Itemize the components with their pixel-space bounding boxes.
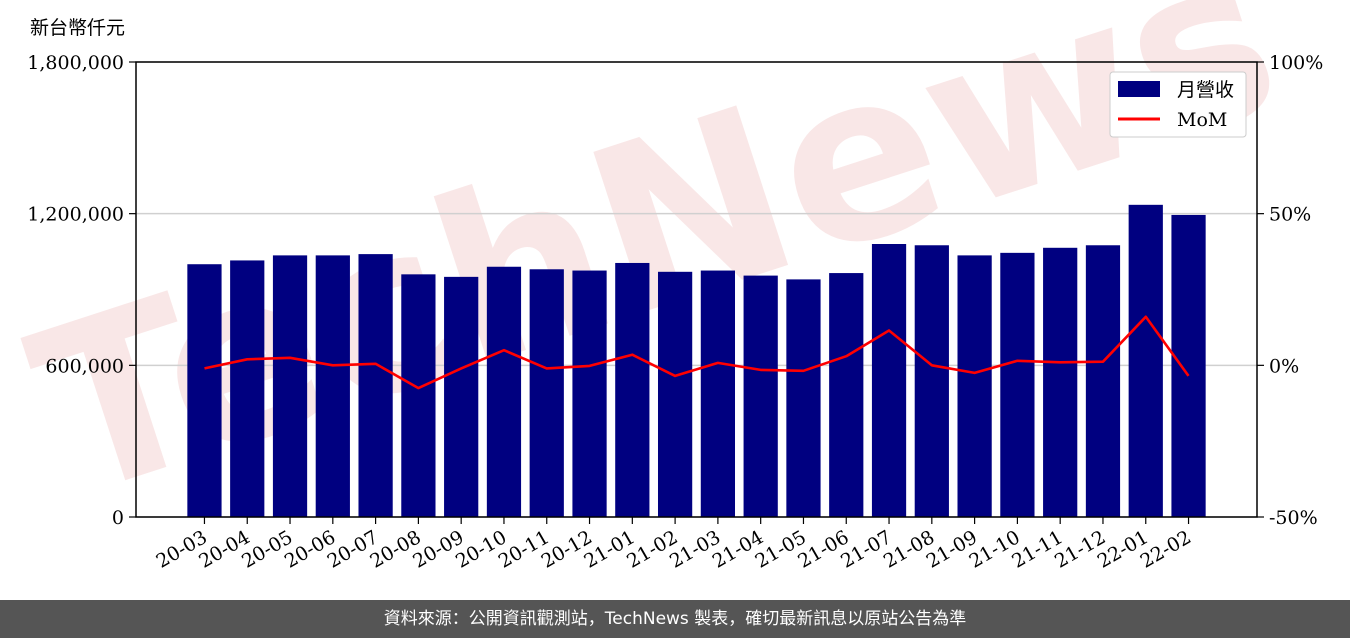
x-tick-label: 22-02: [1137, 526, 1195, 572]
right-tick-label: 0%: [1269, 355, 1299, 377]
left-tick-label: 0: [112, 507, 124, 529]
revenue-bar: [871, 244, 907, 517]
legend-swatch-revenue: [1118, 81, 1160, 97]
revenue-bar: [786, 279, 821, 517]
revenue-bar: [1000, 252, 1035, 517]
revenue-bar: [444, 276, 479, 517]
right-tick-label: 100%: [1269, 52, 1323, 74]
y-unit-label: 新台幣仟元: [30, 17, 125, 39]
revenue-bar: [657, 271, 693, 517]
revenue-bar: [1128, 204, 1163, 517]
left-tick-label: 600,000: [45, 355, 124, 377]
plot-frame: [135, 61, 1258, 518]
mom-line: [204, 315, 1190, 390]
left-tick-label: 1,800,000: [27, 52, 124, 74]
revenue-bar: [315, 255, 350, 517]
revenue-bar: [743, 275, 778, 517]
left-tick-label: 1,200,000: [27, 204, 124, 226]
revenue-bar: [957, 255, 992, 517]
x-axis: 20-0320-0420-0520-0620-0720-0820-0920-10…: [153, 517, 1195, 573]
revenue-bar: [829, 273, 864, 517]
legend-label-revenue: 月營收: [1177, 79, 1234, 101]
revenue-bar: [358, 254, 393, 517]
revenue-bar: [1171, 214, 1206, 518]
revenue-bar: [1085, 245, 1121, 517]
revenue-bar: [272, 255, 308, 517]
revenue-bar: [486, 266, 522, 517]
revenue-bars: [187, 204, 1206, 518]
left-axis: 0 600,000 1,200,000 1,800,000: [27, 52, 136, 529]
legend-label-mom: MoM: [1177, 109, 1227, 131]
right-axis: -50% 0% 50% 100%: [1257, 52, 1323, 529]
revenue-bar: [230, 260, 265, 517]
revenue-bar: [529, 269, 564, 517]
right-tick-label: -50%: [1269, 507, 1318, 529]
revenue-bar: [615, 262, 650, 517]
right-tick-label: 50%: [1269, 204, 1311, 226]
mom-line-layer: [204, 315, 1190, 390]
revenue-bar: [914, 245, 949, 517]
revenue-bar: [1043, 247, 1078, 517]
revenue-bar: [401, 274, 436, 517]
revenue-bar: [700, 270, 736, 517]
revenue-bar: [572, 270, 607, 517]
legend: 月營收 MoM: [1109, 71, 1247, 138]
revenue-bar: [187, 264, 222, 517]
source-footer: 資料來源：公開資訊觀測站，TechNews 製表，確切最新訊息以原站公告為準: [0, 600, 1350, 638]
